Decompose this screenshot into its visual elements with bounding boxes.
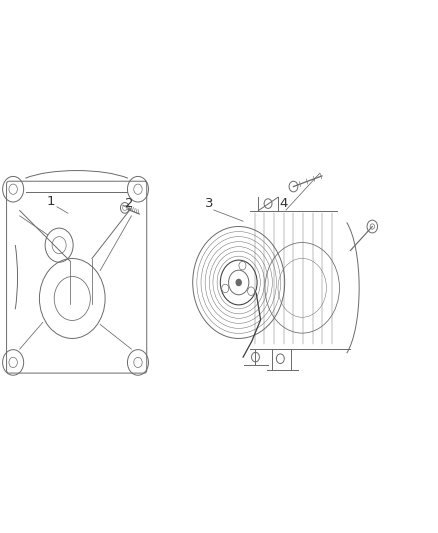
Circle shape bbox=[236, 279, 241, 286]
Text: 2: 2 bbox=[125, 197, 134, 210]
Text: 4: 4 bbox=[279, 197, 288, 210]
Text: 3: 3 bbox=[205, 197, 214, 210]
Text: 1: 1 bbox=[46, 195, 55, 208]
